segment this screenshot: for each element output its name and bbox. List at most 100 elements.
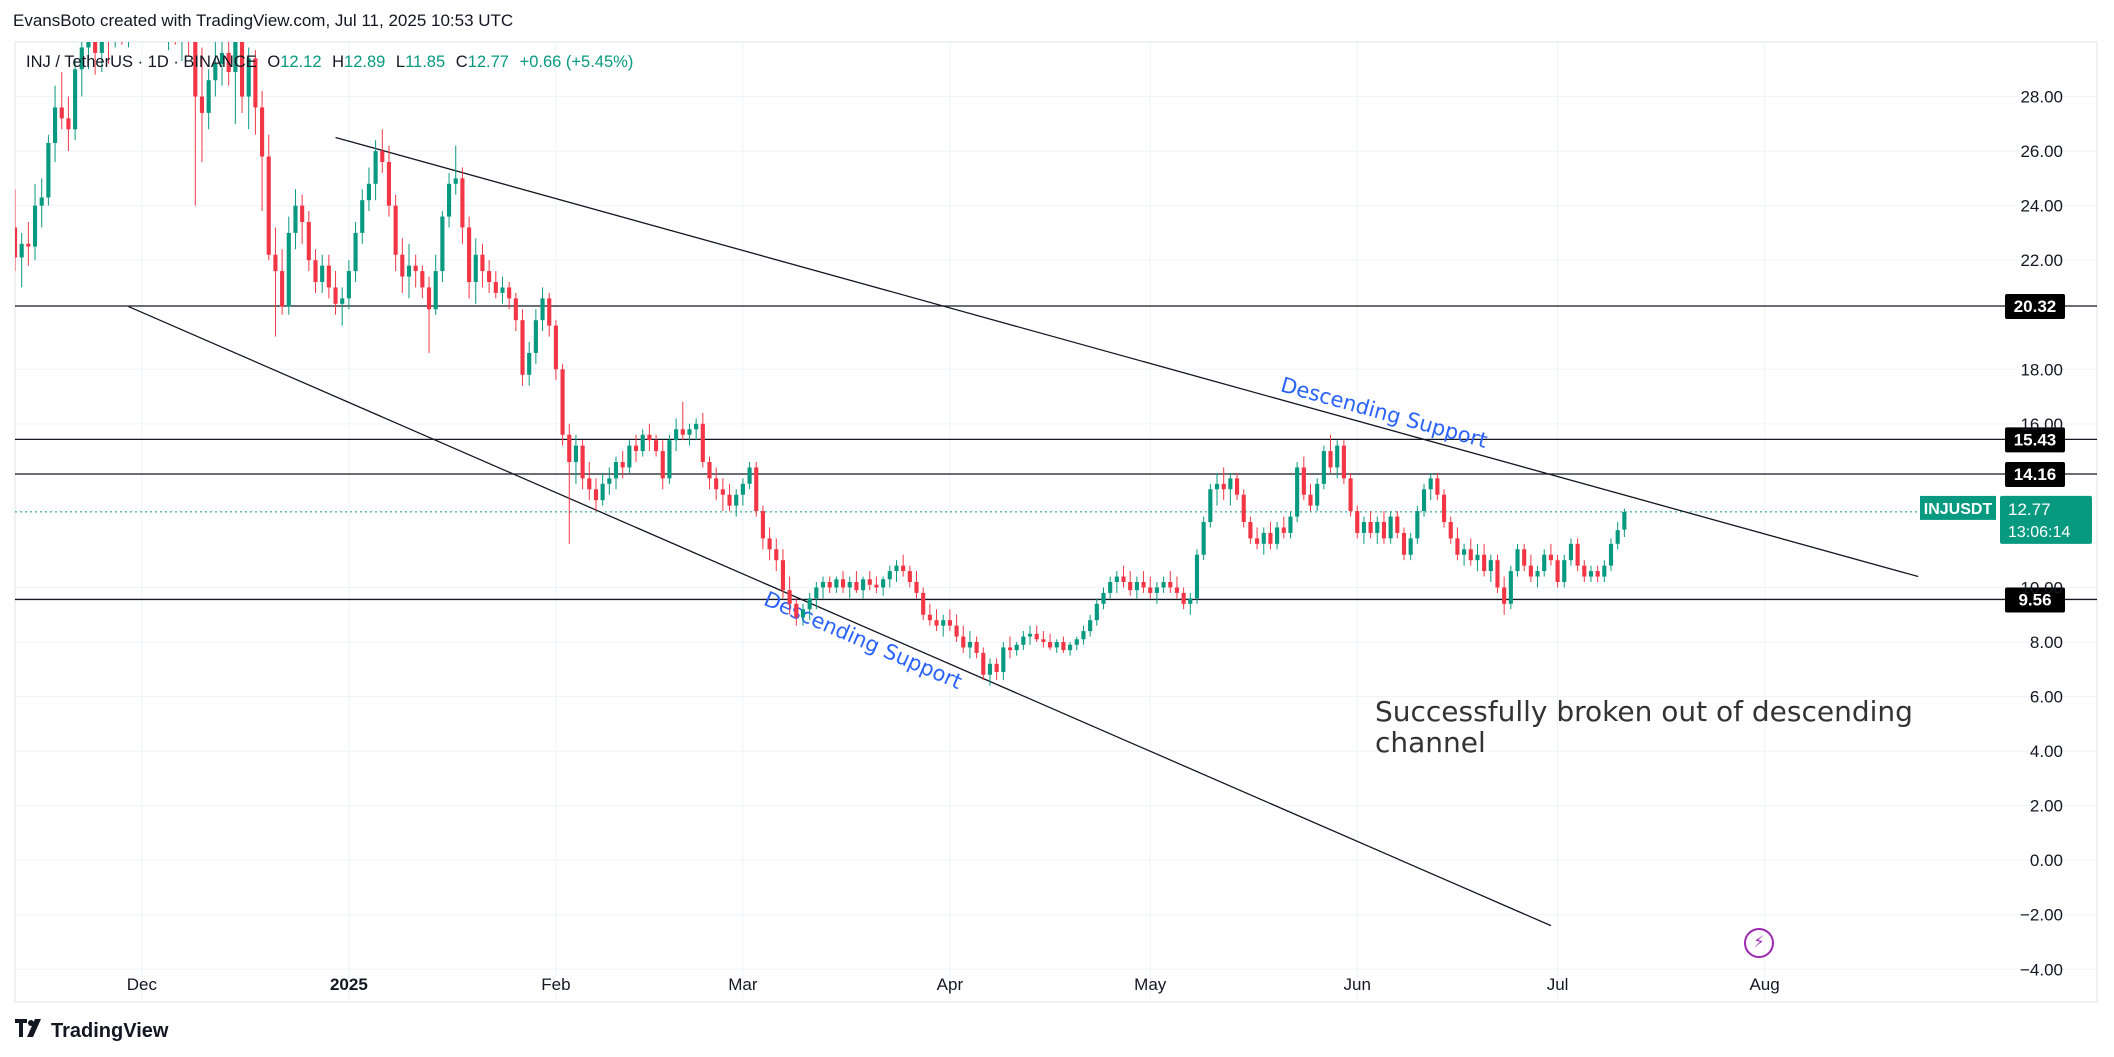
level-tag-label: 14.16 xyxy=(2014,465,2057,484)
candle-body xyxy=(987,663,993,675)
candle-up xyxy=(540,287,545,332)
candle-body xyxy=(1381,522,1387,539)
candle-up xyxy=(1021,631,1026,651)
candle-body xyxy=(52,107,58,143)
candle-body xyxy=(800,609,806,618)
symbol-label[interactable]: INJ / TetherUS · 1D · BINANCE xyxy=(26,53,257,71)
candle-body xyxy=(1001,647,1006,672)
candle-down xyxy=(300,194,305,244)
annotation-line-1: Successfully broken out of descending xyxy=(1375,695,1913,728)
candle-up xyxy=(1415,505,1420,544)
candle-body xyxy=(266,156,271,255)
candle-up xyxy=(1088,614,1093,637)
candle-up xyxy=(440,211,445,282)
candle-body xyxy=(1462,549,1467,555)
candle-up xyxy=(1562,554,1567,588)
candle-body xyxy=(1508,571,1513,604)
level-tag-label: 9.56 xyxy=(2018,590,2051,609)
candle-body xyxy=(834,579,839,588)
candle-body xyxy=(1101,592,1106,604)
candle-down xyxy=(1455,527,1460,561)
footer-brand[interactable]: TradingView xyxy=(15,1019,168,1043)
y-tick-label: 10.00 xyxy=(2020,578,2063,597)
candle-down xyxy=(420,265,425,299)
candle-down xyxy=(714,467,719,501)
x-tick-label: 2025 xyxy=(330,975,368,994)
candle-body xyxy=(807,598,812,610)
candle-up xyxy=(607,467,612,495)
candle-body xyxy=(1088,620,1093,632)
candle-down xyxy=(66,96,71,152)
change-value: +0.66 (+5.45%) xyxy=(519,53,634,71)
candle-body xyxy=(66,118,71,130)
candle-up xyxy=(1335,440,1340,479)
low-label: L xyxy=(395,53,406,71)
candle-body xyxy=(901,565,906,572)
candle-up xyxy=(1188,592,1193,615)
candle-body xyxy=(934,620,939,626)
candle-up xyxy=(734,489,739,517)
candle-body xyxy=(500,287,505,293)
candle-body xyxy=(360,200,365,233)
y-tick-label: 22.00 xyxy=(2020,251,2063,270)
candle-body xyxy=(814,587,819,599)
candle-down xyxy=(1595,565,1600,582)
candle-up xyxy=(527,342,532,386)
candle-body xyxy=(874,584,879,588)
candle-down xyxy=(1281,516,1286,539)
candle-down xyxy=(1528,554,1533,582)
candle-body xyxy=(547,298,552,326)
candle-up xyxy=(881,576,886,596)
candle-up xyxy=(500,276,505,304)
candle-body xyxy=(313,260,318,282)
high-value: 12.89 xyxy=(344,53,386,71)
candle-down xyxy=(326,254,331,299)
symbol-tag-bg xyxy=(1920,495,1996,520)
candle-up xyxy=(1388,511,1393,544)
candle-up xyxy=(19,232,24,288)
candle-up xyxy=(861,576,866,599)
current-price-tag: INJUSDT 12.77 13:06:14 xyxy=(1920,495,2092,544)
candle-body xyxy=(393,205,398,255)
candle-down xyxy=(1448,516,1453,544)
candle-up xyxy=(847,576,852,599)
candle-down xyxy=(59,72,64,130)
candle-body xyxy=(193,42,198,97)
candle-down xyxy=(1234,472,1240,501)
candle-body xyxy=(954,625,959,637)
candle-up xyxy=(1315,478,1320,512)
candle-down xyxy=(467,216,472,299)
chart-annotation[interactable]: Successfully broken out of descending ch… xyxy=(1375,696,1913,758)
candle-body xyxy=(927,614,932,621)
candle-body xyxy=(1522,549,1527,566)
candle-body xyxy=(660,451,665,479)
candle-up xyxy=(941,614,946,637)
candle-body xyxy=(1435,478,1440,495)
candle-down xyxy=(1061,636,1066,653)
candle-body xyxy=(740,483,745,495)
candle-down xyxy=(1435,472,1440,501)
x-tick-label: Mar xyxy=(728,975,758,994)
candle-body xyxy=(1007,647,1013,651)
candle-body xyxy=(947,620,952,626)
candle-down xyxy=(854,571,859,593)
candle-body xyxy=(941,620,946,626)
candle-up xyxy=(1194,549,1200,604)
candle-up xyxy=(1515,543,1520,577)
candle-body xyxy=(820,582,826,588)
candle-body xyxy=(667,440,672,479)
candle-body xyxy=(39,197,44,206)
lightning-bolt-icon[interactable]: ⚡ xyxy=(1744,928,1774,958)
candle-body xyxy=(280,271,285,307)
candle-body xyxy=(1248,522,1253,539)
candle-down xyxy=(380,129,385,173)
candle-body xyxy=(1602,565,1607,577)
candle-down xyxy=(306,211,311,272)
candle-up xyxy=(1214,472,1220,506)
candle-down xyxy=(907,565,912,588)
candle-up xyxy=(373,140,378,201)
candle-body xyxy=(861,579,866,591)
candle-down xyxy=(1181,587,1186,610)
candle-up xyxy=(1001,642,1006,681)
